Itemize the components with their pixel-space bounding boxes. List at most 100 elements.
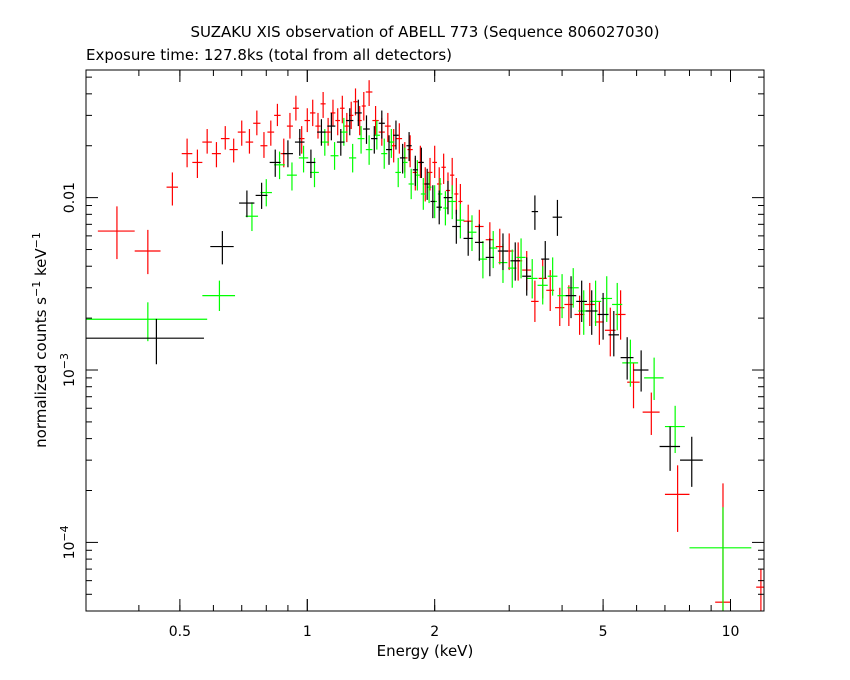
data-point-0-40 xyxy=(407,135,413,168)
data-point-1-25 xyxy=(443,191,448,226)
data-point-2-7 xyxy=(306,149,316,178)
data-point-1-11 xyxy=(349,143,357,173)
data-point-0-36 xyxy=(384,112,391,143)
data-point-1-9 xyxy=(330,142,339,170)
x-axis-label: Energy (keV) xyxy=(377,642,474,660)
data-point-0-9 xyxy=(229,138,238,163)
axis-ticks xyxy=(85,70,764,612)
data-point-0-64 xyxy=(574,295,585,335)
data-point-0-34 xyxy=(372,106,379,136)
data-point-1-45 xyxy=(664,405,685,454)
x-tick-label-0: 0.5 xyxy=(169,624,191,640)
data-point-2-43 xyxy=(659,426,681,471)
data-point-0-27 xyxy=(340,95,345,124)
data-point-0-12 xyxy=(253,110,261,136)
data-point-2-28 xyxy=(474,224,484,261)
data-point-0-18 xyxy=(292,95,299,121)
data-point-2-10 xyxy=(336,129,345,156)
data-point-1-42 xyxy=(612,282,623,331)
data-point-0-22 xyxy=(315,112,321,139)
data-point-0-70 xyxy=(642,392,660,435)
data-point-0-32 xyxy=(361,91,366,121)
data-point-1-0 xyxy=(86,302,208,342)
data-point-1-5 xyxy=(286,162,297,191)
data-point-0-63 xyxy=(564,285,574,327)
y-axis-label-main: normalized counts s xyxy=(32,297,50,448)
y-tick-label-0: 0.01 xyxy=(62,182,78,213)
data-point-2-27 xyxy=(463,221,473,256)
data-point-2-33 xyxy=(531,195,539,230)
data-point-2-24 xyxy=(436,190,442,225)
data-point-1-35 xyxy=(537,266,548,305)
data-point-0-55 xyxy=(495,228,504,265)
data-point-0-2 xyxy=(134,229,161,275)
data-point-0-10 xyxy=(237,120,246,146)
data-point-1-44 xyxy=(644,357,664,400)
data-point-2-38 xyxy=(585,290,598,335)
data-point-1-15 xyxy=(381,138,388,169)
data-point-2-6 xyxy=(294,129,305,156)
data-point-2-3 xyxy=(255,182,268,209)
data-point-0-7 xyxy=(211,142,221,168)
series-2 xyxy=(86,99,703,487)
data-point-1-33 xyxy=(516,238,526,279)
data-point-0-5 xyxy=(192,149,203,178)
data-point-2-17 xyxy=(393,120,399,150)
data-point-2-37 xyxy=(576,280,587,322)
data-point-0-11 xyxy=(245,129,254,154)
data-point-0-20 xyxy=(304,108,311,133)
data-point-2-9 xyxy=(327,112,336,141)
data-point-1-30 xyxy=(489,231,498,269)
data-point-1-29 xyxy=(478,241,488,279)
data-point-0-33 xyxy=(365,80,373,107)
data-point-0-17 xyxy=(286,112,293,139)
data-point-2-30 xyxy=(497,233,508,271)
data-point-1-43 xyxy=(622,339,639,387)
data-point-2-19 xyxy=(406,132,412,162)
data-point-1-37 xyxy=(557,274,567,319)
data-point-0-45 xyxy=(432,145,437,178)
data-point-0-3 xyxy=(166,172,179,206)
data-point-0-14 xyxy=(267,120,275,146)
data-point-1-17 xyxy=(395,157,401,188)
ticks-layer: 0.5 1 2 5 10 0.01 10−3 10−4 xyxy=(58,70,764,640)
data-point-0-15 xyxy=(274,103,281,127)
data-point-0-73 xyxy=(756,569,764,611)
series-layer xyxy=(86,80,764,611)
data-point-2-13 xyxy=(363,115,370,144)
data-point-0-66 xyxy=(594,301,604,345)
data-point-2-20 xyxy=(412,155,418,186)
data-point-1-36 xyxy=(547,257,558,296)
data-point-0-8 xyxy=(220,126,230,150)
data-point-2-5 xyxy=(282,140,293,168)
data-point-0-62 xyxy=(555,287,565,327)
data-point-2-41 xyxy=(620,337,634,380)
data-point-1-46 xyxy=(689,507,752,611)
data-point-1-38 xyxy=(567,268,579,308)
data-point-2-8 xyxy=(317,119,326,146)
data-point-0-13 xyxy=(260,132,268,158)
data-point-2-31 xyxy=(510,242,520,281)
data-point-0-30 xyxy=(353,88,358,116)
chart-subtitle: Exposure time: 127.8ks (total from all d… xyxy=(86,46,452,64)
data-point-1-6 xyxy=(298,145,309,173)
x-tick-label-4: 10 xyxy=(722,624,740,640)
y-axis-label-exp1: −1 xyxy=(30,281,43,297)
data-point-2-34 xyxy=(541,241,550,279)
data-point-1-3 xyxy=(260,179,272,207)
data-point-0-38 xyxy=(396,123,403,154)
data-point-0-50 xyxy=(454,177,459,215)
data-point-0-21 xyxy=(310,99,316,127)
x-tick-label-2: 2 xyxy=(430,624,439,640)
data-point-1-1 xyxy=(202,280,236,311)
series-0 xyxy=(97,80,764,611)
data-point-0-16 xyxy=(280,138,287,168)
data-point-2-26 xyxy=(452,209,461,244)
data-point-2-16 xyxy=(386,135,392,165)
x-tick-label-3: 5 xyxy=(599,624,608,640)
data-point-2-4 xyxy=(269,149,281,177)
data-point-0-6 xyxy=(202,129,212,154)
data-point-2-29 xyxy=(485,238,494,277)
data-point-1-21 xyxy=(420,177,426,210)
